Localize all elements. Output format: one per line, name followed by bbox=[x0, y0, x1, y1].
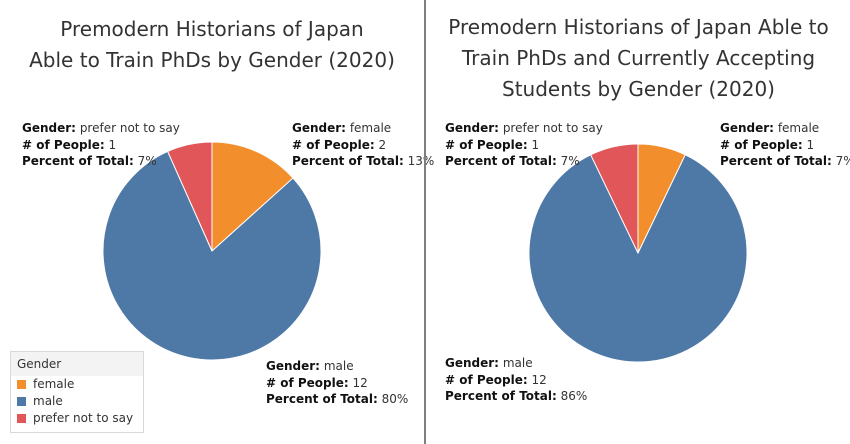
pie-chart bbox=[528, 143, 748, 363]
tooltip-male: Gender: male # of People: 12 Percent of … bbox=[445, 356, 588, 403]
legend-item-female[interactable]: female bbox=[11, 376, 143, 393]
pie-slice-male[interactable] bbox=[528, 154, 748, 363]
tooltip-prefer-not-to-say: Gender: prefer not to say # of People: 1… bbox=[22, 121, 180, 168]
pie-slice-prefer-not-to-say[interactable] bbox=[590, 143, 639, 254]
legend-item-prefer-not-to-say[interactable]: prefer not to say bbox=[11, 410, 143, 427]
panel-divider bbox=[424, 0, 426, 444]
tooltip-male: Gender: male # of People: 12 Percent of … bbox=[266, 359, 409, 406]
legend-swatch-female bbox=[17, 380, 26, 389]
legend-item-male[interactable]: male bbox=[11, 393, 143, 410]
chart-panel-left: Premodern Historians of Japan Able to Tr… bbox=[0, 0, 434, 444]
tooltip-prefer-not-to-say: Gender: prefer not to say # of People: 1… bbox=[445, 121, 603, 168]
pie-chart bbox=[102, 141, 322, 361]
legend-swatch-prefer-not-to-say bbox=[17, 414, 26, 423]
chart-title: Premodern Historians of Japan Able to Tr… bbox=[29, 17, 395, 72]
tooltip-female: Gender: female # of People: 1 Percent of… bbox=[720, 121, 850, 168]
pie-slice-male[interactable] bbox=[102, 150, 322, 361]
tooltip-female: Gender: female # of People: 2 Percent of… bbox=[292, 121, 435, 168]
legend-title: Gender bbox=[11, 352, 143, 376]
chart-title: Premodern Historians of Japan Able to Tr… bbox=[448, 15, 829, 101]
chart-panel-right: Premodern Historians of Japan Able to Tr… bbox=[427, 0, 850, 444]
legend: Gender female male prefer not to say bbox=[10, 351, 144, 433]
pie-slice-female[interactable] bbox=[211, 141, 294, 253]
legend-swatch-male bbox=[17, 397, 26, 406]
pie-slice-prefer-not-to-say[interactable] bbox=[167, 141, 213, 252]
